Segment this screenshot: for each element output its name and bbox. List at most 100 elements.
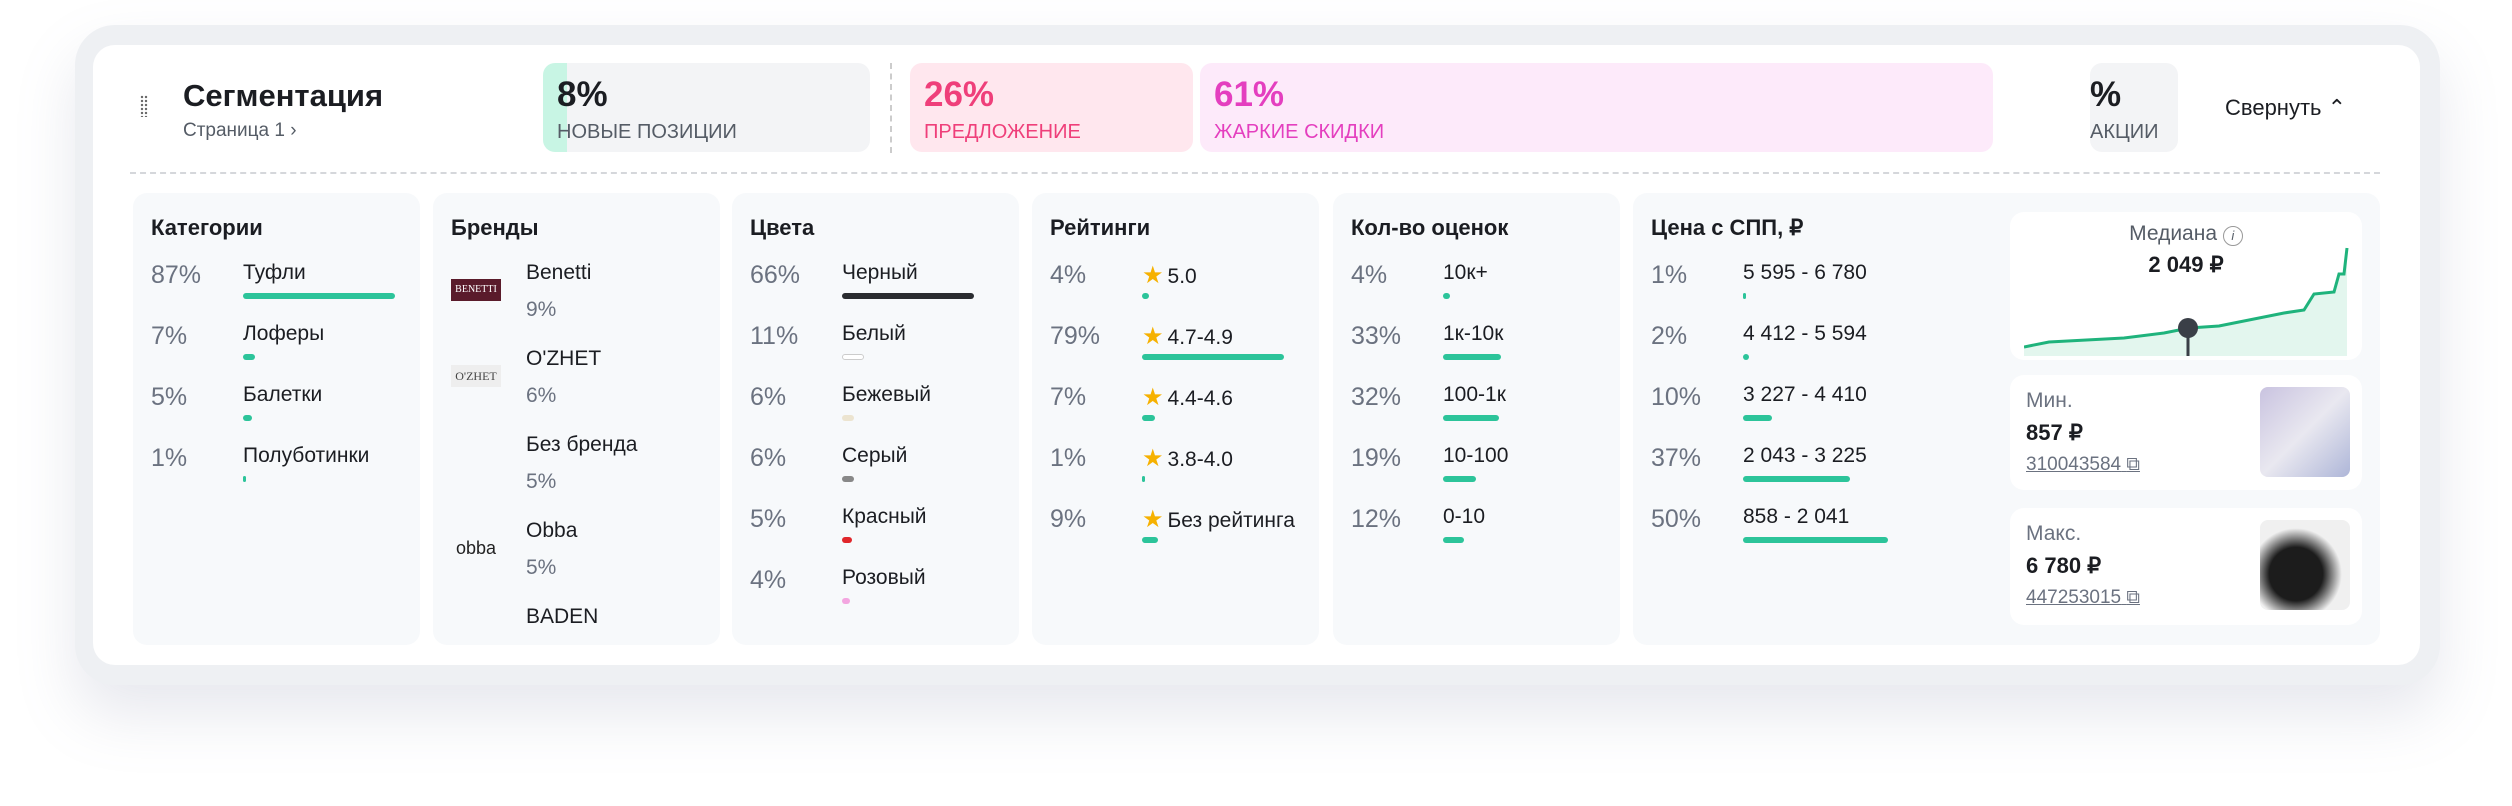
item-percent: 66% — [750, 261, 801, 289]
page-title: Сегментация — [183, 78, 384, 113]
median-price-curve — [2024, 247, 2349, 356]
item-percent: 1% — [151, 444, 188, 472]
list-item[interactable]: 19% 10-100 — [1351, 444, 1602, 505]
list-item[interactable]: 1% ★ 3.8-4.0 — [1050, 444, 1301, 505]
list-item[interactable]: 11% Белый — [750, 322, 1001, 383]
item-percent: 32% — [1351, 383, 1402, 411]
item-percent: 4% — [1050, 261, 1087, 289]
list-item[interactable]: 79% ★ 4.7-4.9 — [1050, 322, 1301, 383]
item-label: 4 412 - 5 594 — [1743, 322, 1867, 346]
collapse-button[interactable]: Свернуть ⌃ — [2225, 95, 2346, 121]
tile-new-positions[interactable]: 8% НОВЫЕ ПОЗИЦИИ — [543, 63, 870, 152]
panel-title: Бренды — [451, 215, 539, 240]
tile-hot-discounts[interactable]: 61% ЖАРКИЕ СКИДКИ — [1200, 63, 1993, 152]
item-percent: 19% — [1351, 444, 1402, 472]
item-label: 3 227 - 4 410 — [1743, 383, 1867, 407]
list-item[interactable]: 4% 10к+ — [1351, 261, 1602, 322]
brand-item[interactable]: BENETTI Benetti 9% — [451, 261, 702, 347]
product-thumbnail[interactable] — [2260, 520, 2350, 610]
item-label: 5 595 - 6 780 — [1743, 261, 1867, 285]
item-percent: 12% — [1351, 505, 1402, 533]
brand-item[interactable]: obba Obba 5% — [451, 519, 702, 605]
list-item[interactable]: 1% Полуботинки — [151, 444, 402, 505]
item-percent: 10% — [1651, 383, 1702, 411]
item-name: 5 595 - 6 780 — [1743, 261, 1867, 284]
brand-name: Benetti — [526, 261, 592, 284]
item-name: 1к-10к — [1443, 322, 1504, 345]
item-label: Лоферы — [243, 322, 324, 346]
item-bar — [1443, 293, 1450, 299]
median-card: Медиана i 2 049 ₽ — [2010, 212, 2362, 360]
tile-promotions[interactable]: % АКЦИИ — [2090, 63, 2178, 152]
tile-offer[interactable]: 26% ПРЕДЛОЖЕНИЕ — [910, 63, 1193, 152]
median-marker — [2178, 318, 2198, 338]
panel-title: Рейтинги — [1050, 215, 1151, 240]
item-label: Балетки — [243, 383, 322, 407]
drag-handle-icon[interactable] — [140, 95, 148, 117]
panel-title: Цвета — [750, 215, 815, 240]
list-item[interactable]: 5% Балетки — [151, 383, 402, 444]
item-bar — [1142, 293, 1150, 299]
item-label: ★ 4.4-4.6 — [1142, 383, 1233, 412]
tile-label: НОВЫЕ ПОЗИЦИИ — [557, 121, 737, 143]
brand-item[interactable]: BADEN — [451, 605, 702, 645]
brand-item[interactable]: Без бренда 5% — [451, 433, 702, 519]
min-label: Мин. — [2026, 389, 2073, 412]
list-item[interactable]: 66% Черный — [750, 261, 1001, 322]
item-name: Туфли — [243, 261, 306, 284]
list-item[interactable]: 4% ★ 5.0 — [1050, 261, 1301, 322]
list-item[interactable]: 1% 5 595 - 6 780 — [1651, 261, 1981, 322]
item-bar — [842, 598, 850, 604]
item-name: 3.8-4.0 — [1167, 448, 1233, 471]
item-bar — [1142, 354, 1285, 360]
item-name: Белый — [842, 322, 906, 345]
min-product-link[interactable]: 310043584 ⧉ — [2026, 454, 2140, 476]
item-name: 4 412 - 5 594 — [1743, 322, 1867, 345]
star-icon: ★ — [1142, 262, 1164, 289]
item-bar — [243, 354, 256, 360]
list-item[interactable]: 7% ★ 4.4-4.6 — [1050, 383, 1301, 444]
tile-label: ЖАРКИЕ СКИДКИ — [1214, 121, 1385, 143]
item-name: 858 - 2 041 — [1743, 505, 1850, 528]
copy-icon[interactable]: ⧉ — [2126, 587, 2140, 608]
item-bar — [842, 354, 864, 360]
list-item[interactable]: 32% 100-1к — [1351, 383, 1602, 444]
list-item[interactable]: 37% 2 043 - 3 225 — [1651, 444, 1981, 505]
item-bar — [1142, 415, 1155, 421]
item-percent: 4% — [1351, 261, 1388, 289]
list-item[interactable]: 87% Туфли — [151, 261, 402, 322]
list-item[interactable]: 10% 3 227 - 4 410 — [1651, 383, 1981, 444]
min-price-card: Мин. 857 ₽ 310043584 ⧉ — [2010, 375, 2362, 490]
list-item[interactable]: 12% 0-10 — [1351, 505, 1602, 566]
brand-item[interactable]: O'ZHET O'ZHET 6% — [451, 347, 702, 433]
copy-icon[interactable]: ⧉ — [2126, 454, 2140, 475]
item-label: ★ Без рейтинга — [1142, 505, 1295, 534]
list-item[interactable]: 33% 1к-10к — [1351, 322, 1602, 383]
item-label: ★ 5.0 — [1142, 261, 1197, 290]
item-bar — [842, 476, 854, 482]
list-item[interactable]: 6% Бежевый — [750, 383, 1001, 444]
list-item[interactable]: 4% Розовый — [750, 566, 1001, 627]
list-item[interactable]: 9% ★ Без рейтинга — [1050, 505, 1301, 566]
median-value: 2 049 ₽ — [2148, 252, 2224, 277]
list-item[interactable]: 5% Красный — [750, 505, 1001, 566]
item-label: Розовый — [842, 566, 926, 590]
item-name: Балетки — [243, 383, 323, 406]
item-percent: 4% — [750, 566, 787, 594]
page-link[interactable]: Страница 1 › — [183, 120, 297, 142]
item-label: 10-100 — [1443, 444, 1508, 468]
item-name: 10к+ — [1443, 261, 1488, 284]
list-item[interactable]: 6% Серый — [750, 444, 1001, 505]
item-label: 0-10 — [1443, 505, 1485, 529]
product-thumbnail[interactable] — [2260, 387, 2350, 477]
item-percent: 1% — [1050, 444, 1087, 472]
list-item[interactable]: 2% 4 412 - 5 594 — [1651, 322, 1981, 383]
list-item[interactable]: 7% Лоферы — [151, 322, 402, 383]
item-name: Бежевый — [842, 383, 931, 406]
max-product-link[interactable]: 447253015 ⧉ — [2026, 587, 2140, 609]
info-icon[interactable]: i — [2222, 226, 2243, 246]
item-name: 3 227 - 4 410 — [1743, 383, 1867, 406]
item-name: 100-1к — [1443, 383, 1506, 406]
list-item[interactable]: 50% 858 - 2 041 — [1651, 505, 1981, 566]
item-bar — [243, 476, 246, 482]
